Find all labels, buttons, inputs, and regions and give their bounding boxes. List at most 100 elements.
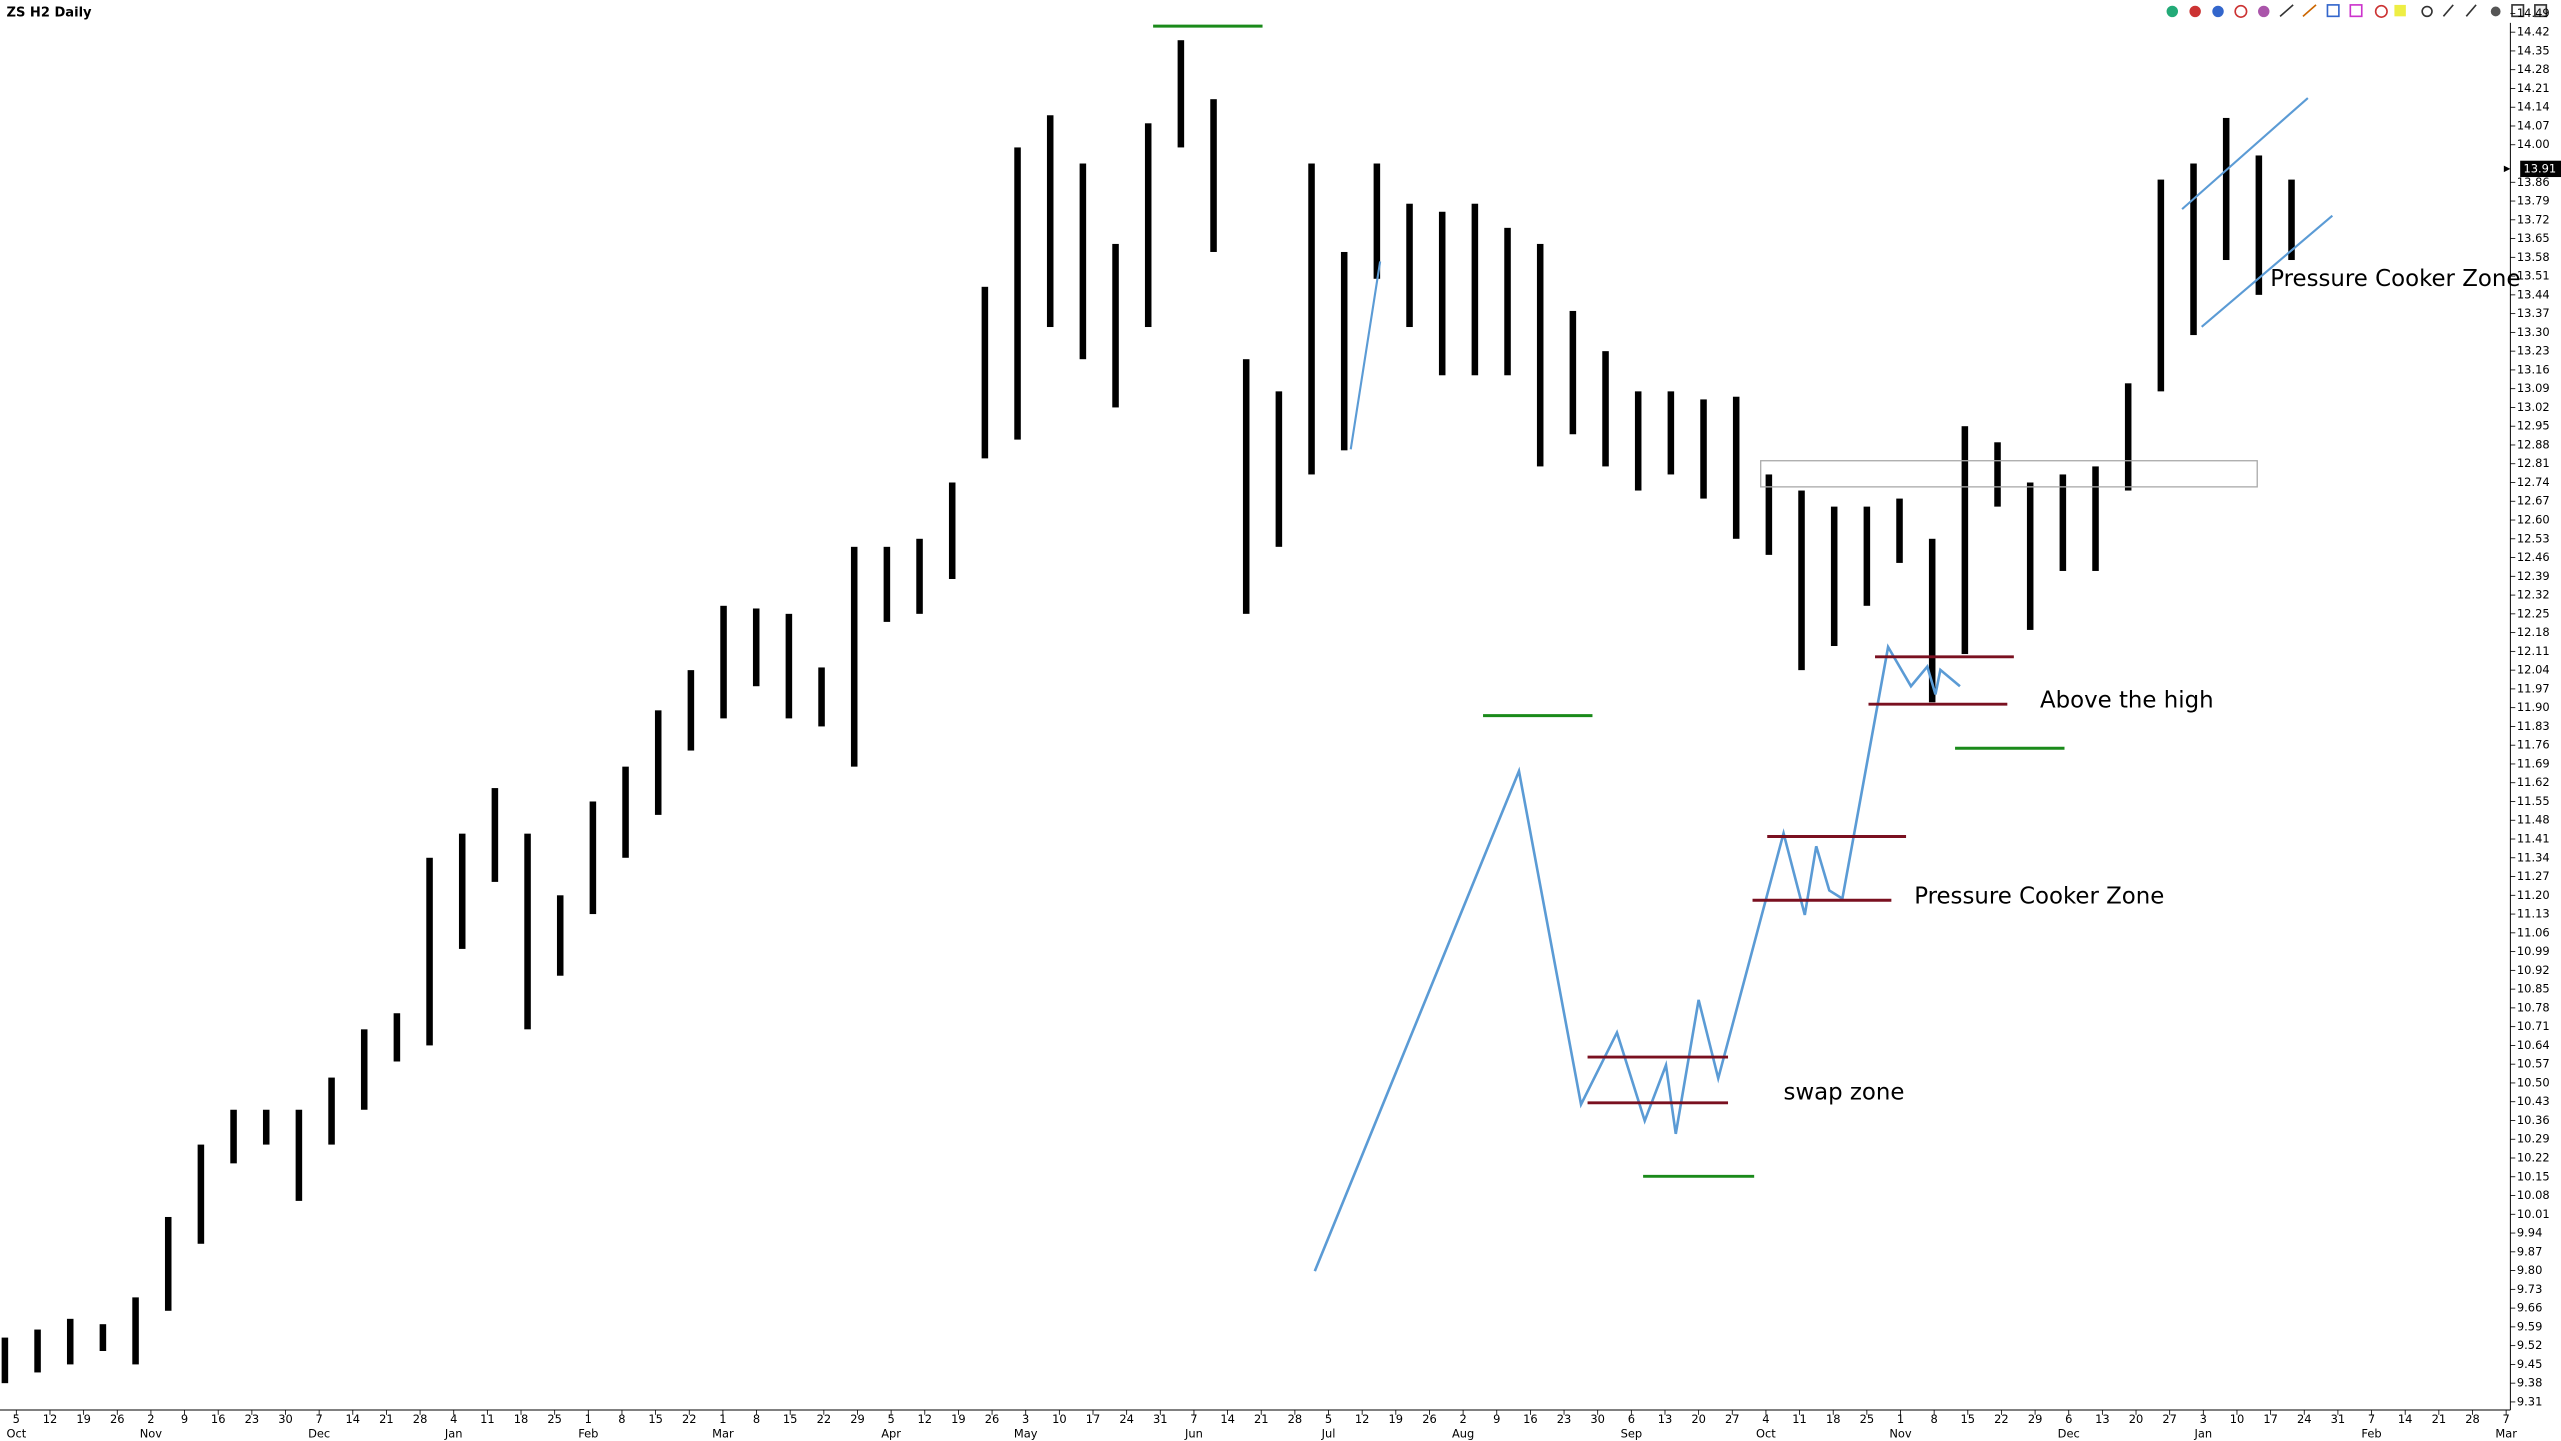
price-bar [1373,163,1381,279]
x-month-label: Nov [1889,1427,1912,1441]
tool-icon[interactable] [2465,4,2477,17]
tool-icon[interactable] [2326,4,2340,18]
y-tick-label: 12.11 [2517,644,2550,658]
x-tick-label: 28 [2465,1412,2480,1426]
price-bar [1994,442,2001,507]
x-month-label: Oct [1756,1427,1776,1441]
x-tick-label: 9 [181,1412,188,1426]
tool-icon[interactable] [2490,6,2501,17]
x-tick-label: 1 [585,1412,592,1426]
price-bar [2059,474,2067,571]
price-bar [1700,399,1707,499]
x-month-label: Feb [2361,1427,2381,1441]
y-tick-label: 13.72 [2517,212,2550,226]
tool-icon[interactable] [2421,5,2433,18]
x-tick-label: 8 [618,1412,625,1426]
tool-icon[interactable] [2349,4,2363,18]
tool-icon[interactable] [2258,5,2270,18]
y-tick-label: 9.66 [2517,1301,2542,1315]
price-bar [426,857,433,1046]
x-month-label: Mar [2495,1427,2517,1441]
tool-icon[interactable] [2374,4,2388,18]
illustration-path [1313,643,1961,1272]
y-tick-label: 9.87 [2517,1244,2542,1258]
y-tick-label: 10.99 [2517,944,2550,958]
y-tick-label: 9.31 [2517,1394,2542,1408]
price-bar [524,833,531,1030]
x-tick-label: 17 [2263,1412,2278,1426]
price-bar [1014,147,1021,440]
x-tick-label: 27 [2162,1412,2177,1426]
y-tick-label: 12.67 [2517,494,2550,508]
tool-icon[interactable] [2442,4,2454,17]
x-tick-label: 21 [2432,1412,2447,1426]
y-tick-label: 12.74 [2517,475,2550,489]
y-tick-label: 10.22 [2517,1150,2550,1164]
tool-icon[interactable] [2234,4,2248,18]
y-tick-label: 10.57 [2517,1057,2550,1071]
y-tick-label: 13.09 [2517,381,2550,395]
x-tick-label: 3 [2200,1412,2207,1426]
y-tick-label: 13.86 [2517,175,2550,189]
y-tick-label: 11.13 [2517,907,2550,921]
y-tick-label: 11.76 [2517,738,2550,752]
price-bar [99,1324,107,1351]
price-bar [687,670,695,751]
price-bar [66,1318,74,1365]
y-tick-label: 12.60 [2517,513,2550,527]
tool-icon[interactable] [2302,4,2317,17]
y-tick-label: 9.45 [2517,1357,2542,1371]
x-month-label: Dec [308,1427,330,1441]
y-tick-label: 13.58 [2517,250,2550,264]
tool-icon[interactable] [2279,4,2294,17]
price-bar [2288,179,2295,261]
y-tick-label: 9.38 [2517,1376,2542,1390]
x-tick-label: 10 [2230,1412,2245,1426]
x-tick-label: 31 [1153,1412,1168,1426]
drawings: swap zone Pressure Cooker Zone Above the… [1153,24,2520,1272]
price-bar [622,766,629,858]
x-month-label: Feb [578,1427,598,1441]
x-tick-label: 10 [1052,1412,1067,1426]
x-tick-label: 27 [1725,1412,1740,1426]
price-bar [1634,391,1642,491]
x-tick-label: 14 [1220,1412,1235,1426]
y-tick-label: 12.53 [2517,531,2550,545]
price-bar [1667,391,1675,475]
price-bar [1732,396,1740,539]
x-tick-label: 24 [1119,1412,1134,1426]
x-tick-label: 23 [245,1412,260,1426]
x-tick-label: 15 [783,1412,798,1426]
x-tick-label: 22 [817,1412,832,1426]
tool-icon[interactable] [2189,5,2201,18]
tool-icon[interactable] [2534,4,2548,18]
x-tick-label: 19 [1389,1412,1404,1426]
x-tick-label: 13 [2095,1412,2110,1426]
price-bar [1569,310,1577,435]
price-bar [1961,426,1969,655]
y-tick-label: 11.69 [2517,756,2550,770]
tool-icon[interactable] [2511,4,2525,18]
y-tick-label: 10.15 [2517,1169,2550,1183]
x-tick-label: 5 [1325,1412,1332,1426]
price-bar [197,1144,205,1244]
last-price-label: 13.91 [2523,161,2556,175]
price-bar [2157,179,2165,392]
x-month-label: Mar [712,1427,734,1441]
y-tick-label: 12.39 [2517,569,2550,583]
y-tick-label: 12.95 [2517,419,2550,433]
tool-icon[interactable] [2394,4,2406,17]
price-bar [1112,243,1119,408]
tool-icon[interactable] [2166,5,2179,18]
x-tick-label: 14 [2398,1412,2413,1426]
x-month-label: Jan [444,1427,463,1441]
x-tick-label: 18 [514,1412,529,1426]
toolbar [2166,4,2548,18]
tool-icon[interactable] [2212,5,2224,18]
y-tick-label: 11.27 [2517,869,2550,883]
trend-line [1349,261,1382,450]
y-tick-label: 9.73 [2517,1282,2542,1296]
y-tick-label: 9.94 [2517,1226,2542,1240]
x-tick-label: 7 [2502,1412,2509,1426]
x-tick-label: 15 [648,1412,663,1426]
